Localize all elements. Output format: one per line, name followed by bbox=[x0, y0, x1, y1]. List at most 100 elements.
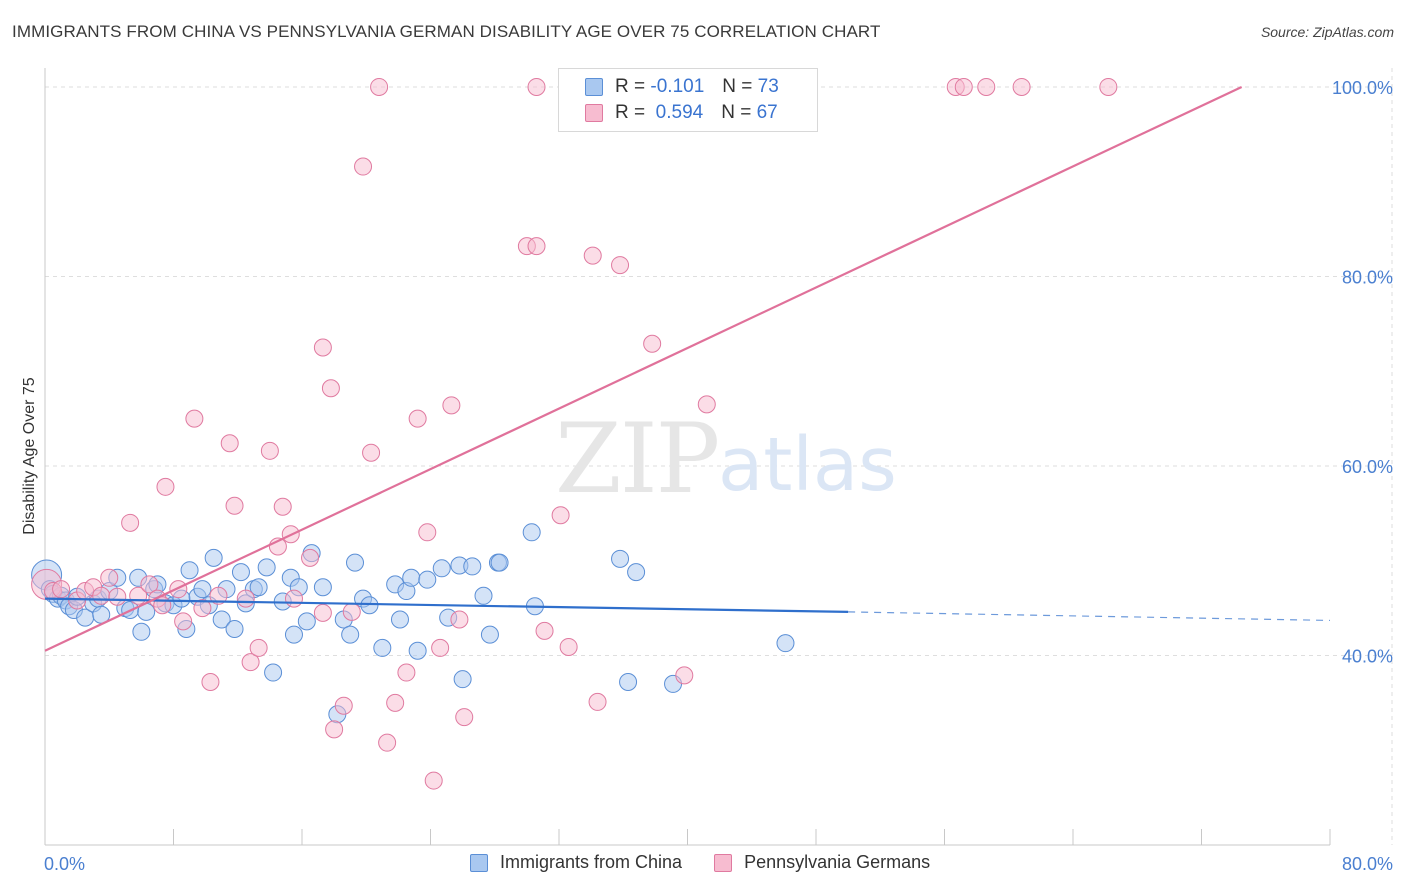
pa-point-59 bbox=[611, 256, 630, 275]
pa-legend-swatch bbox=[714, 853, 733, 872]
pa-point-41 bbox=[378, 733, 397, 752]
n-value: 67 bbox=[756, 102, 778, 123]
pa-point-50 bbox=[455, 708, 474, 727]
pa-point-56 bbox=[559, 637, 578, 656]
x-tick-label-0: 0.0% bbox=[44, 854, 85, 874]
pa-point-40 bbox=[370, 77, 389, 96]
n-value: 73 bbox=[757, 76, 779, 97]
china-regression-extension bbox=[848, 611, 1331, 622]
pa-point-33 bbox=[313, 338, 332, 357]
y-tick-label-0: 40.0% bbox=[1342, 646, 1393, 666]
stats-legend: R = -0.101 N = 73 R = 0.594 N = 67 bbox=[558, 68, 818, 132]
pa-point-62 bbox=[697, 395, 716, 414]
china-point-49 bbox=[341, 625, 360, 644]
legend-item-china: Immigrants from China bbox=[470, 852, 682, 873]
pa-point-20 bbox=[209, 586, 228, 605]
pa-point-23 bbox=[236, 589, 255, 608]
r-value: 0.594 bbox=[655, 102, 704, 123]
pa-point-60 bbox=[643, 334, 662, 353]
pa-point-36 bbox=[334, 696, 353, 715]
r-label: R = bbox=[615, 76, 646, 97]
pa-point-57 bbox=[583, 246, 602, 265]
china-point-18 bbox=[132, 622, 151, 641]
pa-point-49 bbox=[450, 610, 469, 629]
pa-point-65 bbox=[977, 77, 996, 96]
pa-point-55 bbox=[551, 506, 570, 525]
pa-point-17 bbox=[185, 409, 204, 428]
pa-point-37 bbox=[342, 602, 361, 621]
watermark-atlas: atlas bbox=[718, 422, 897, 508]
pa-point-21 bbox=[220, 434, 239, 453]
china-point-53 bbox=[373, 638, 392, 657]
n-label: N = bbox=[722, 76, 753, 97]
stats-row-pa: R = 0.594 N = 67 bbox=[585, 100, 778, 126]
pa-point-19 bbox=[201, 673, 220, 692]
tick-labels: 40.0% 60.0% 80.0% 100.0% 0.0% 80.0% bbox=[44, 78, 1393, 874]
pa-point-27 bbox=[273, 497, 292, 516]
pa-point-34 bbox=[321, 379, 340, 398]
series-china-points bbox=[31, 523, 795, 724]
china-point-52 bbox=[360, 596, 379, 615]
pa-point-35 bbox=[325, 720, 344, 739]
china-point-37 bbox=[249, 578, 268, 597]
pa-point-6 bbox=[92, 586, 111, 605]
r-label: R = bbox=[615, 102, 646, 123]
pa-point-16 bbox=[174, 612, 193, 631]
pa-point-45 bbox=[418, 523, 437, 542]
x-tick-label-1: 80.0% bbox=[1342, 854, 1393, 874]
pa-point-52 bbox=[527, 237, 546, 256]
china-point-57 bbox=[402, 568, 421, 587]
china-point-42 bbox=[284, 625, 303, 644]
n-label: N = bbox=[721, 102, 752, 123]
pa-point-31 bbox=[301, 548, 320, 567]
watermark: ZIP atlas bbox=[555, 403, 897, 515]
grid-lines bbox=[45, 68, 1393, 845]
pa-swatch bbox=[585, 104, 603, 122]
pa-point-24 bbox=[241, 653, 260, 672]
pa-point-8 bbox=[108, 587, 127, 606]
china-point-46 bbox=[313, 578, 332, 597]
china-point-71 bbox=[611, 549, 630, 568]
legend-label-china: Immigrants from China bbox=[500, 852, 683, 872]
china-legend-swatch bbox=[470, 853, 488, 872]
china-point-55 bbox=[390, 610, 409, 629]
legend-label-pa: Pennsylvania Germans bbox=[744, 852, 931, 872]
china-point-31 bbox=[212, 610, 231, 629]
pa-point-46 bbox=[424, 771, 443, 790]
legend-item-pa: Pennsylvania Germans bbox=[714, 852, 930, 873]
pa-point-25 bbox=[249, 638, 268, 657]
china-point-68 bbox=[490, 553, 509, 572]
pa-point-9 bbox=[121, 513, 140, 532]
china-point-44 bbox=[297, 612, 316, 631]
china-point-73 bbox=[627, 563, 646, 582]
china-point-33 bbox=[225, 619, 244, 638]
pa-point-64 bbox=[954, 77, 973, 96]
china-point-60 bbox=[432, 559, 451, 578]
pa-point-54 bbox=[535, 621, 554, 640]
pa-point-18 bbox=[193, 599, 212, 618]
pa-point-7 bbox=[100, 568, 119, 587]
china-regression-line bbox=[44, 597, 849, 613]
pa-point-2 bbox=[52, 580, 71, 599]
pa-point-53 bbox=[527, 77, 546, 96]
china-point-72 bbox=[619, 673, 638, 692]
pa-point-44 bbox=[408, 409, 427, 428]
stats-row-china: R = -0.101 N = 73 bbox=[585, 74, 779, 100]
pa-point-15 bbox=[169, 580, 188, 599]
regression-lines bbox=[44, 85, 1331, 652]
china-point-28 bbox=[193, 580, 212, 599]
y-axis-label: Disability Age Over 75 bbox=[21, 377, 38, 535]
y-tick-label-3: 100.0% bbox=[1332, 78, 1393, 98]
pa-point-26 bbox=[260, 441, 279, 460]
china-point-65 bbox=[474, 586, 493, 605]
y-tick-label-2: 80.0% bbox=[1342, 267, 1393, 287]
china-point-63 bbox=[453, 670, 472, 689]
china-swatch bbox=[585, 78, 603, 96]
pa-point-39 bbox=[362, 443, 381, 462]
pa-point-48 bbox=[442, 396, 461, 415]
china-point-26 bbox=[180, 561, 199, 580]
y-tick-label-1: 60.0% bbox=[1342, 457, 1393, 477]
china-point-38 bbox=[257, 558, 276, 577]
watermark-zip: ZIP bbox=[555, 403, 718, 515]
